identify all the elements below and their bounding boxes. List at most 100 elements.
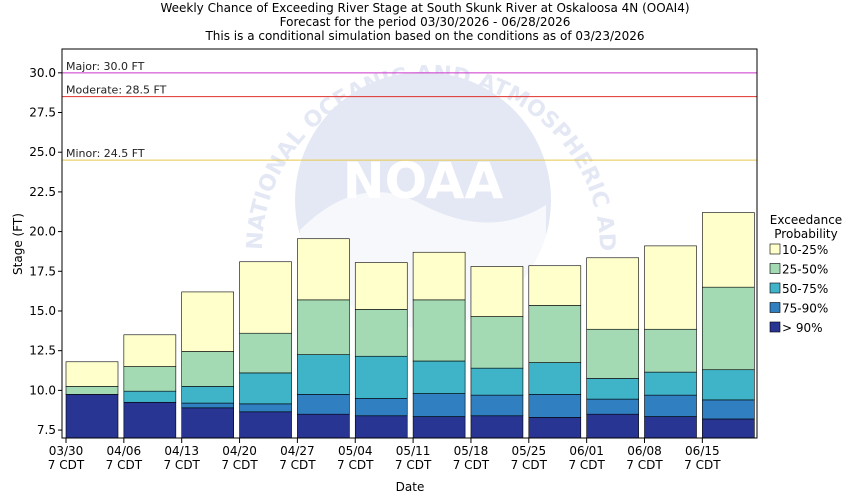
- x-tick-label-10: 06/08: [627, 444, 662, 458]
- y-axis: 7.5 10.0 12.5 15.0 17.5 20.0 22.5 25.0 27.5 30.0: [29, 66, 62, 437]
- bar-week-6-seg-1: [412, 393, 466, 417]
- y-tick-label-4: 17.5: [29, 264, 56, 278]
- bar-stacks: [65, 212, 755, 439]
- bar-week-5-seg-1: [354, 398, 408, 417]
- bar-week-2-seg-1: [181, 402, 234, 409]
- y-axis-label: Stage (FT): [11, 213, 25, 275]
- bar-week-5-seg-4: [354, 262, 408, 310]
- legend-label-3: 75-90%: [782, 302, 828, 316]
- bar-week-3-seg-2: [239, 372, 292, 405]
- x-tick-tz-3: 7 CDT: [221, 458, 258, 472]
- x-tick-tz-6: 7 CDT: [395, 458, 432, 472]
- flood-level-label-0: Major: 30.0 FT: [66, 60, 145, 73]
- bar-week-11-seg-3: [702, 286, 755, 371]
- legend-swatch-2: [769, 282, 781, 294]
- x-tick-label-11: 06/15: [685, 444, 720, 458]
- y-tick-label-0: 7.5: [37, 423, 56, 437]
- x-tick-tz-7: 7 CDT: [453, 458, 490, 472]
- x-axis-label: Date: [396, 480, 425, 494]
- bar-week-6-seg-4: [412, 251, 466, 301]
- bar-week-8-seg-2: [528, 362, 582, 395]
- legend-swatch-4: [769, 321, 781, 333]
- bar-week-5-seg-3: [354, 309, 408, 357]
- bar-week-0-seg-0: [65, 394, 119, 439]
- x-tick-tz-0: 7 CDT: [48, 458, 85, 472]
- x-tick-tz-1: 7 CDT: [106, 458, 143, 472]
- bar-week-3-seg-3: [239, 332, 292, 374]
- legend-swatch-3: [769, 302, 781, 313]
- bar-week-8-seg-3: [528, 305, 582, 363]
- bar-week-5-seg-2: [354, 355, 408, 399]
- x-tick-label-8: 05/25: [512, 444, 547, 458]
- y-tick-label-2: 12.5: [29, 344, 56, 358]
- bar-week-10-seg-4: [644, 245, 697, 330]
- bar-week-5-seg-0: [354, 415, 408, 439]
- bar-week-2-seg-0: [181, 407, 234, 439]
- bar-week-6-seg-2: [412, 360, 466, 394]
- legend-swatch-0: [769, 243, 781, 255]
- plot-frame: [61, 48, 758, 439]
- y-tick-label-9: 30.0: [29, 66, 56, 80]
- x-tick-tz-8: 7 CDT: [511, 458, 548, 472]
- y-tick-label-3: 15.0: [29, 304, 56, 318]
- x-tick-label-4: 04/27: [280, 444, 315, 458]
- legend-label-1: 25-50%: [782, 263, 828, 277]
- y-tick-label-6: 22.5: [29, 185, 56, 199]
- bar-week-2-seg-4: [181, 291, 234, 352]
- x-tick-label-0: 03/30: [49, 444, 84, 458]
- bar-week-1-seg-0: [123, 401, 177, 439]
- bar-week-1-seg-4: [123, 334, 177, 367]
- y-tick-label-5: 20.0: [29, 225, 56, 239]
- chart-subtitle-period: Forecast for the period 03/30/2026 - 06/…: [279, 15, 571, 29]
- bar-week-0-seg-4: [65, 361, 119, 387]
- bar-week-1-seg-3: [123, 366, 177, 392]
- chart-subtitle-conditions: This is a conditional simulation based o…: [205, 29, 645, 43]
- noaa-logo-text: NOAA: [343, 152, 504, 210]
- bar-week-3-seg-4: [239, 261, 292, 334]
- x-tick-label-7: 05/18: [454, 444, 489, 458]
- legend-title-line1: Exceedance: [770, 213, 842, 227]
- legend-swatch-1: [769, 263, 781, 274]
- legend-label-2: 50-75%: [782, 282, 828, 296]
- bar-week-3-seg-0: [239, 411, 292, 439]
- bar-week-7-seg-1: [470, 394, 524, 417]
- y-tick-label-7: 25.0: [29, 145, 56, 159]
- x-tick-tz-2: 7 CDT: [163, 458, 200, 472]
- legend-title-line2: Probability: [774, 227, 837, 241]
- bar-week-0-seg-3: [65, 386, 119, 395]
- bar-week-9-seg-1: [586, 398, 639, 415]
- x-tick-label-9: 06/01: [569, 444, 604, 458]
- bar-week-4-seg-1: [297, 394, 350, 415]
- bar-week-9-seg-2: [586, 378, 639, 400]
- bar-week-1-seg-2: [123, 390, 177, 403]
- bar-week-9-seg-4: [586, 257, 639, 330]
- bar-week-11-seg-2: [702, 369, 755, 401]
- bar-week-7-seg-2: [470, 367, 524, 396]
- x-tick-tz-10: 7 CDT: [626, 458, 663, 472]
- bar-week-8-seg-4: [528, 265, 582, 306]
- bar-week-8-seg-0: [528, 417, 582, 439]
- y-tick-label-1: 10.0: [29, 383, 56, 397]
- bar-week-10-seg-3: [644, 328, 697, 373]
- bar-week-11-seg-4: [702, 212, 755, 288]
- x-tick-label-2: 04/13: [164, 444, 199, 458]
- bar-week-2-seg-2: [181, 386, 234, 404]
- bar-week-7-seg-3: [470, 316, 524, 369]
- x-tick-label-6: 05/11: [396, 444, 431, 458]
- x-tick-label-5: 05/04: [338, 444, 373, 458]
- bar-week-4-seg-3: [297, 299, 350, 355]
- bar-week-6-seg-0: [412, 416, 466, 439]
- bar-week-11-seg-1: [702, 399, 755, 420]
- bar-week-11-seg-0: [702, 418, 755, 439]
- x-tick-tz-11: 7 CDT: [684, 458, 721, 472]
- bar-week-10-seg-2: [644, 371, 697, 396]
- x-tick-tz-4: 7 CDT: [279, 458, 316, 472]
- x-tick-tz-5: 7 CDT: [337, 458, 374, 472]
- bar-week-10-seg-1: [644, 394, 697, 417]
- bar-week-6-seg-3: [412, 299, 466, 362]
- flood-levels: Major: 30.0 FT Moderate: 28.5 FT Minor: 24…: [62, 60, 757, 161]
- bar-week-7-seg-0: [470, 415, 524, 439]
